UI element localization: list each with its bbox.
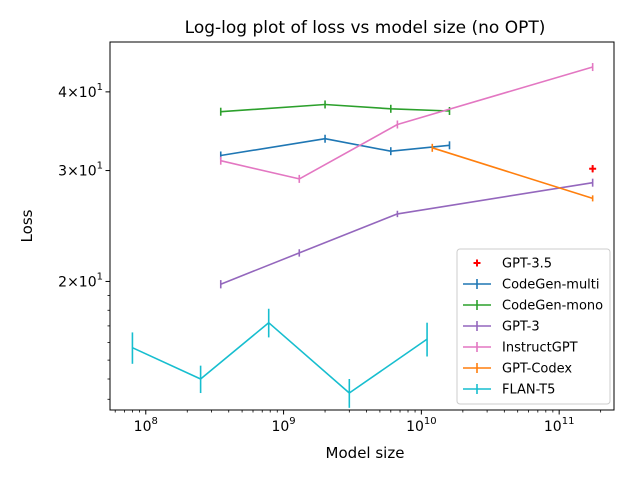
x-tick-label: 1011 <box>544 416 575 435</box>
legend-entry: GPT-Codex <box>463 362 572 377</box>
legend-label: CodeGen-mono <box>502 299 603 314</box>
x-tick-label: 1010 <box>406 416 437 435</box>
legend-label: GPT-3 <box>502 320 540 335</box>
series-line <box>220 137 450 157</box>
series-line <box>220 103 450 113</box>
series-gpt-codex <box>431 143 594 202</box>
plot-area <box>131 63 597 408</box>
series-codegen-mono <box>219 100 451 116</box>
legend-box <box>456 248 611 405</box>
legend-label: FLAN-T5 <box>502 383 555 398</box>
legend-entry: InstructGPT <box>463 341 578 356</box>
legend-label: GPT-Codex <box>502 362 572 377</box>
axes: 108 109 1010 1011 2×101 3×101 4×101 <box>58 41 615 435</box>
legend-entry: CodeGen-mono <box>463 299 603 314</box>
series-gpt-3 <box>219 178 594 289</box>
legend-label: InstructGPT <box>502 341 578 356</box>
legend-entry: FLAN-T5 <box>463 383 555 398</box>
y-tick-label: 3×101 <box>58 161 103 180</box>
y-axis-label: Loss <box>18 209 36 242</box>
legend-label: CodeGen-multi <box>502 278 600 293</box>
legend-label: GPT-3.5 <box>502 257 552 272</box>
legend: GPT-3.5 CodeGen-multi CodeGen-mono GPT-3 Ins… <box>456 248 611 405</box>
x-tick-label: 109 <box>271 416 295 435</box>
legend-entry: GPT-3 <box>463 320 540 335</box>
x-tick-label: 108 <box>134 416 158 435</box>
series-gpt-3-5 <box>589 165 597 173</box>
legend-entry: CodeGen-multi <box>463 278 600 293</box>
series-flan-t5 <box>131 308 428 408</box>
series-instructgpt <box>219 63 594 183</box>
axes-frame <box>109 41 615 411</box>
series-line <box>220 181 593 285</box>
legend-entry: GPT-3.5 <box>473 257 552 272</box>
chart-title: Log-log plot of loss vs model size (no O… <box>185 18 546 38</box>
series-line <box>432 147 593 200</box>
x-axis-label: Model size <box>326 444 405 462</box>
y-tick-label: 2×101 <box>58 271 103 290</box>
y-tick-label: 4×101 <box>58 82 103 101</box>
series-line <box>220 66 593 180</box>
